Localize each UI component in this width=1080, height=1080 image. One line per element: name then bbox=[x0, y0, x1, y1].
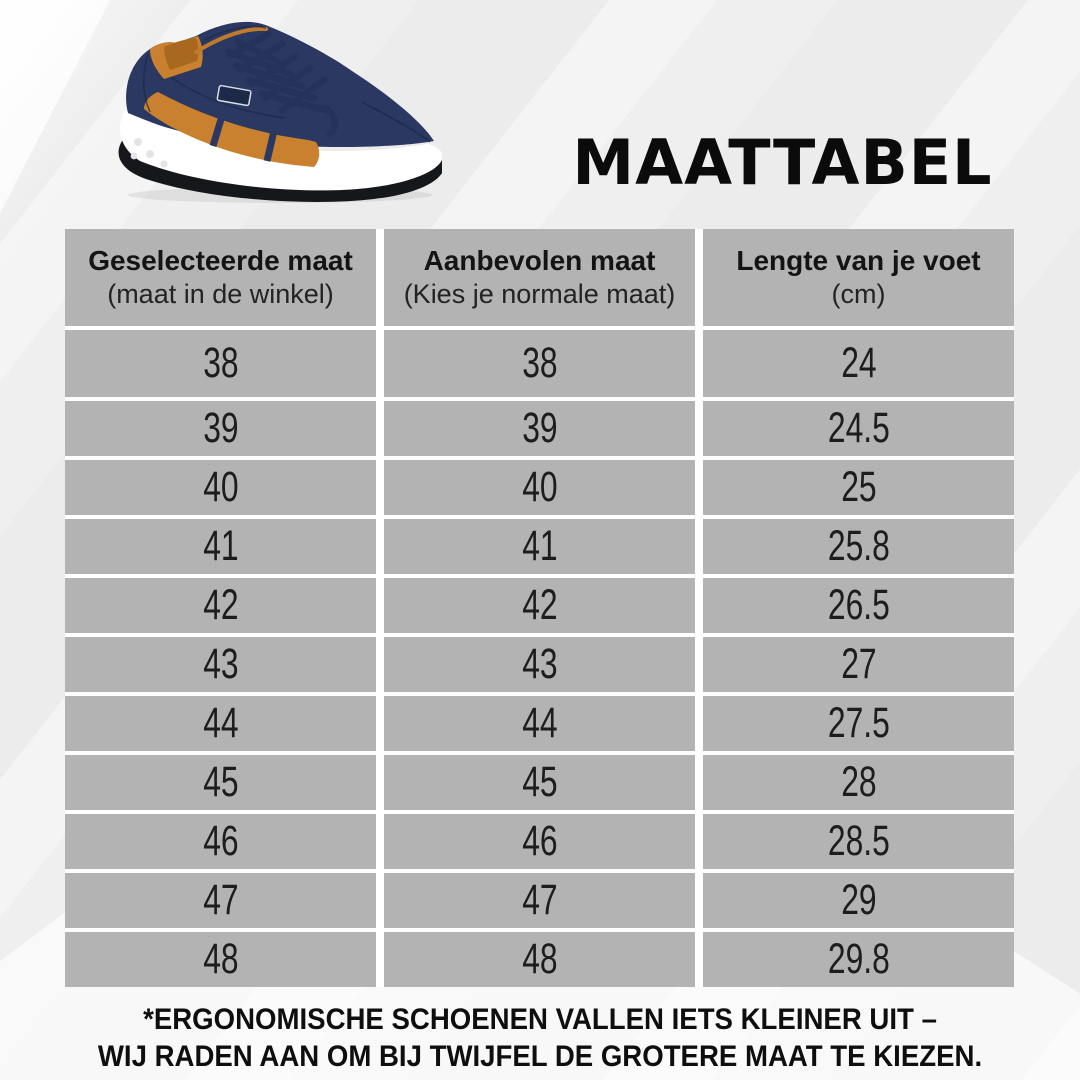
shoe-stitching bbox=[142, 25, 431, 143]
cell-value: 47 bbox=[521, 876, 558, 924]
cell-value: 25 bbox=[840, 463, 877, 511]
shoe-collar-lining bbox=[164, 38, 199, 70]
table-cell: 43 bbox=[384, 637, 695, 692]
cell-value: 40 bbox=[521, 463, 558, 511]
cell-value: 46 bbox=[521, 817, 558, 865]
table-cell: 26.5 bbox=[703, 578, 1014, 633]
cell-value: 38 bbox=[521, 339, 558, 387]
table-cell: 44 bbox=[384, 696, 695, 751]
table-cell: 40 bbox=[384, 460, 695, 515]
table-cell: 42 bbox=[384, 578, 695, 633]
cell-value: 38 bbox=[202, 339, 239, 387]
table-cell: 40 bbox=[65, 460, 376, 515]
footnote-line2: WIJ RADEN AAN OM BIJ TWIJFEL DE GROTERE … bbox=[97, 1040, 983, 1073]
cell-value: 25.8 bbox=[827, 522, 890, 570]
table-cell: 47 bbox=[384, 873, 695, 928]
cell-value: 44 bbox=[521, 699, 558, 747]
table-cell: 45 bbox=[384, 755, 695, 810]
table-cell: 25.8 bbox=[703, 519, 1014, 574]
table-cell: 38 bbox=[65, 330, 376, 397]
header-subtitle: (Kies je normale maat) bbox=[403, 279, 676, 309]
table-cell: 29 bbox=[703, 873, 1014, 928]
table-cell: 25 bbox=[703, 460, 1014, 515]
table-cell: 39 bbox=[384, 401, 695, 456]
cell-value: 26.5 bbox=[827, 581, 890, 629]
cell-value: 43 bbox=[202, 640, 239, 688]
table-cell: 24 bbox=[703, 330, 1014, 397]
header-title: Geselecteerde maat bbox=[88, 245, 353, 276]
table-cell: 48 bbox=[65, 932, 376, 987]
cell-value: 47 bbox=[202, 876, 239, 924]
table-cell: 28 bbox=[703, 755, 1014, 810]
cell-value: 29 bbox=[840, 876, 877, 924]
cell-value: 27.5 bbox=[827, 699, 890, 747]
table-header-recommended-size: Aanbevolen maat (Kies je normale maat) bbox=[384, 229, 695, 326]
cell-value: 42 bbox=[521, 581, 558, 629]
cell-value: 41 bbox=[521, 522, 558, 570]
table-cell: 42 bbox=[65, 578, 376, 633]
cell-value: 44 bbox=[202, 699, 239, 747]
midsole-dimple bbox=[146, 150, 154, 158]
cell-value: 28.5 bbox=[827, 817, 890, 865]
shoe-logo-label bbox=[216, 84, 252, 107]
header-subtitle: (cm) bbox=[831, 279, 886, 309]
shoe-side-stripe bbox=[144, 92, 320, 167]
header-title: Lengte van je voet bbox=[736, 245, 981, 276]
cell-value: 45 bbox=[521, 758, 558, 806]
cell-value: 46 bbox=[202, 817, 239, 865]
table-cell: 46 bbox=[384, 814, 695, 869]
table-cell: 48 bbox=[384, 932, 695, 987]
cell-value: 40 bbox=[202, 463, 239, 511]
table-cell: 41 bbox=[384, 519, 695, 574]
footnote: *ERGONOMISCHE SCHOENEN VALLEN IETS KLEIN… bbox=[0, 1001, 1080, 1075]
lace-edge-trim bbox=[194, 26, 268, 54]
header-subtitle: (maat in de winkel) bbox=[107, 279, 334, 309]
table-cell: 29.8 bbox=[703, 932, 1014, 987]
table-cell: 27 bbox=[703, 637, 1014, 692]
table-cell: 38 bbox=[384, 330, 695, 397]
table-header-foot-length: Lengte van je voet (cm) bbox=[703, 229, 1014, 326]
table-cell: 41 bbox=[65, 519, 376, 574]
stripe-dividers bbox=[209, 114, 278, 162]
cell-value: 42 bbox=[202, 581, 239, 629]
table-cell: 43 bbox=[65, 637, 376, 692]
cell-value: 39 bbox=[521, 404, 558, 452]
cell-value: 39 bbox=[202, 404, 239, 452]
cell-value: 29.8 bbox=[827, 935, 890, 983]
table-cell: 47 bbox=[65, 873, 376, 928]
cell-value: 45 bbox=[202, 758, 239, 806]
cell-value: 41 bbox=[202, 522, 239, 570]
table-cell: 27.5 bbox=[703, 696, 1014, 751]
table-cell: 39 bbox=[65, 401, 376, 456]
cell-value: 43 bbox=[521, 640, 558, 688]
table-cell: 45 bbox=[65, 755, 376, 810]
cell-value: 48 bbox=[202, 935, 239, 983]
cell-value: 28 bbox=[840, 758, 877, 806]
page-title: MAATTABEL bbox=[572, 126, 993, 199]
header-title: Aanbevolen maat bbox=[423, 245, 656, 276]
cell-value: 48 bbox=[521, 935, 558, 983]
table-cell: 46 bbox=[65, 814, 376, 869]
midsole-dimple bbox=[130, 152, 138, 160]
cell-value: 27 bbox=[840, 640, 877, 688]
cell-value: 24 bbox=[840, 339, 877, 387]
midsole-dimple bbox=[134, 138, 142, 146]
shoe-image bbox=[118, 21, 442, 203]
table-header-selected-size: Geselecteerde maat (maat in de winkel) bbox=[65, 229, 376, 326]
footnote-line1: *ERGONOMISCHE SCHOENEN VALLEN IETS KLEIN… bbox=[143, 1003, 937, 1036]
table-cell: 28.5 bbox=[703, 814, 1014, 869]
shoe-upper bbox=[126, 21, 435, 147]
shoe-laces bbox=[224, 30, 339, 138]
logo-plate bbox=[216, 84, 252, 107]
table-cell: 44 bbox=[65, 696, 376, 751]
midsole-dimple bbox=[160, 160, 168, 168]
table-cell: 24.5 bbox=[703, 401, 1014, 456]
size-table: Geselecteerde maat (maat in de winkel) A… bbox=[65, 229, 1014, 987]
cell-value: 24.5 bbox=[827, 404, 890, 452]
